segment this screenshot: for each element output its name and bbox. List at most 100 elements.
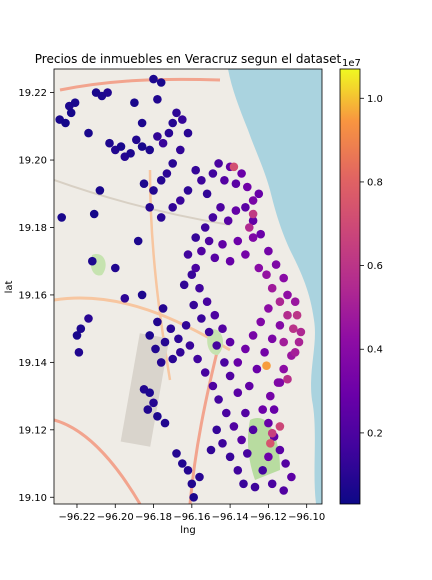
- data-point: [197, 314, 206, 323]
- data-point: [225, 256, 235, 266]
- colorbar-tick-label: 1.0: [367, 94, 383, 105]
- data-point: [191, 263, 200, 273]
- data-point: [202, 297, 212, 307]
- data-point: [267, 428, 277, 438]
- data-point: [145, 203, 154, 212]
- data-point: [233, 466, 243, 475]
- data-point: [66, 108, 76, 118]
- data-point: [241, 250, 250, 259]
- data-point: [292, 310, 302, 320]
- data-point: [158, 304, 168, 313]
- data-point: [266, 439, 275, 448]
- data-point: [245, 381, 254, 391]
- data-point: [239, 479, 248, 489]
- data-point: [254, 263, 264, 273]
- data-point: [70, 98, 80, 107]
- data-point: [223, 216, 233, 225]
- data-point: [256, 229, 266, 239]
- data-point: [200, 223, 210, 232]
- data-point: [195, 283, 204, 293]
- x-tick-label: −96.22: [58, 512, 95, 523]
- data-point: [241, 408, 250, 418]
- data-point: [225, 452, 235, 462]
- colorbar-tick-label: 0.8: [367, 177, 383, 188]
- data-point: [84, 314, 93, 323]
- data-point: [208, 213, 218, 222]
- data-point: [168, 203, 177, 212]
- data-point: [95, 186, 105, 195]
- data-point: [266, 391, 275, 401]
- data-point: [241, 344, 250, 354]
- data-point: [260, 348, 269, 357]
- data-point: [187, 270, 197, 280]
- chart-title: Precios de inmuebles en Veracruz segun e…: [35, 52, 342, 66]
- data-point: [275, 378, 285, 387]
- data-point: [193, 354, 202, 364]
- data-point: [218, 324, 227, 334]
- data-point: [271, 260, 281, 269]
- data-point: [197, 176, 206, 185]
- data-point: [283, 290, 292, 300]
- data-point: [231, 179, 241, 188]
- data-point: [132, 135, 141, 145]
- data-point: [231, 206, 241, 215]
- data-point: [133, 236, 143, 246]
- y-axis-ticks: 19.10 19.12 19.14 19.16 19.18 19.20 19.22: [18, 88, 54, 504]
- data-point: [225, 371, 235, 381]
- data-point: [139, 179, 149, 188]
- x-tick-label: −96.12: [250, 512, 287, 523]
- data-point: [74, 348, 84, 357]
- data-point: [212, 341, 221, 350]
- data-point: [57, 213, 66, 222]
- data-point: [149, 74, 158, 84]
- y-tick-label: 19.20: [18, 156, 47, 167]
- data-point: [289, 324, 298, 334]
- data-point: [126, 149, 135, 158]
- data-point: [168, 118, 177, 128]
- y-tick-label: 19.16: [18, 290, 47, 301]
- data-point: [178, 115, 187, 124]
- data-point: [279, 337, 289, 347]
- data-point: [149, 186, 158, 195]
- data-point: [183, 250, 193, 259]
- data-point: [279, 486, 289, 495]
- data-point: [61, 118, 70, 128]
- data-point: [233, 358, 243, 367]
- data-point: [191, 233, 200, 242]
- data-point: [256, 317, 266, 327]
- data-point: [176, 145, 185, 155]
- x-axis-ticks: −96.22 −96.20 −96.18 −96.16 −96.14 −96.12 −96.…: [58, 504, 325, 523]
- y-tick-label: 19.14: [18, 358, 47, 369]
- data-point: [72, 331, 82, 340]
- data-point: [279, 273, 289, 283]
- data-point: [206, 445, 216, 455]
- data-point: [145, 331, 154, 340]
- data-point: [204, 327, 214, 337]
- data-point: [212, 425, 221, 435]
- data-point: [105, 138, 114, 148]
- data-point: [296, 327, 306, 337]
- data-point: [214, 395, 223, 404]
- data-point: [283, 374, 292, 384]
- data-point: [248, 331, 258, 340]
- data-point: [111, 263, 120, 273]
- data-point: [162, 169, 172, 178]
- data-point: [197, 246, 206, 256]
- data-point: [116, 142, 126, 151]
- data-point: [283, 310, 292, 320]
- data-point: [248, 196, 258, 205]
- data-point: [275, 422, 285, 431]
- data-point: [166, 324, 176, 334]
- data-point: [183, 128, 193, 138]
- colorbar-ticks: 0.2 0.4 0.6 0.8 1.0: [360, 94, 383, 439]
- data-point: [204, 236, 214, 246]
- data-point: [153, 132, 162, 141]
- data-point: [149, 398, 158, 408]
- data-point: [214, 159, 223, 168]
- data-point: [258, 405, 268, 414]
- data-point: [156, 176, 166, 185]
- data-point: [176, 348, 185, 357]
- data-point: [89, 209, 99, 219]
- data-point: [220, 176, 229, 185]
- data-point: [179, 280, 189, 290]
